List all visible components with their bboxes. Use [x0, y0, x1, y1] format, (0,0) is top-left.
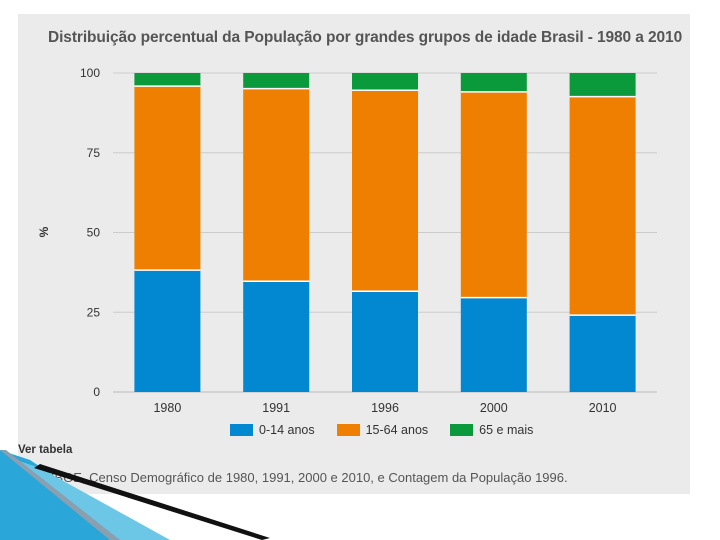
x-tick-label: 1996 [371, 401, 399, 415]
bar-segment-elderly [134, 73, 201, 87]
bar-segment-adult [352, 90, 418, 292]
bar-segment-young [460, 297, 527, 392]
bar-segment-adult [134, 86, 201, 271]
bar-segment-elderly [460, 73, 527, 92]
bar-segment-adult [569, 96, 636, 316]
legend-swatch-65-mais [450, 424, 474, 436]
source-note: Fonte IBGE, Censo Demográfico de 1980, 1… [14, 470, 568, 485]
chart-legend: 0-14 anos 15-64 anos 65 e mais [230, 423, 555, 437]
bar-segment-young [352, 291, 418, 392]
bar-segment-young [134, 270, 201, 392]
legend-label-65-mais: 65 e mais [479, 423, 534, 437]
legend-item-65-mais[interactable]: 65 e mais [450, 423, 533, 437]
legend-label-15-64: 15-64 anos [365, 423, 429, 437]
legend-label-0-14: 0-14 anos [259, 423, 315, 437]
legend-swatch-15-64 [336, 424, 360, 436]
x-tick-label: 1991 [262, 401, 290, 415]
chart-title: Distribuição percentual da População por… [48, 29, 683, 46]
legend-swatch-0-14 [230, 424, 253, 436]
y-tick-label: 75 [87, 146, 101, 160]
x-tick-label: 2000 [480, 401, 508, 415]
bar-segment-adult [460, 91, 527, 298]
legend-item-0-14[interactable]: 0-14 anos [230, 423, 315, 437]
deco-grey-stroke [0, 450, 120, 540]
y-tick-label: 0 [93, 385, 100, 399]
deco-dark-stroke [34, 464, 270, 540]
x-tick-label: 1980 [153, 401, 181, 415]
bar-segment-adult [243, 88, 310, 282]
y-tick-label: 25 [87, 305, 101, 319]
y-axis-label: % [37, 226, 51, 237]
bar-segment-elderly [569, 73, 636, 97]
slide-corner-decoration [0, 450, 270, 540]
bar-segment-young [569, 315, 636, 392]
ver-tabela-link[interactable]: Ver tabela [18, 444, 73, 456]
bar-segment-elderly [352, 73, 418, 91]
legend-item-15-64[interactable]: 15-64 anos [336, 423, 429, 437]
x-tick-label: 2010 [589, 401, 617, 415]
y-tick-label: 100 [80, 66, 100, 80]
y-tick-label: 50 [87, 226, 101, 240]
bar-segment-young [243, 281, 310, 392]
deco-blue-light [10, 458, 170, 540]
bar-segment-elderly [243, 73, 310, 89]
